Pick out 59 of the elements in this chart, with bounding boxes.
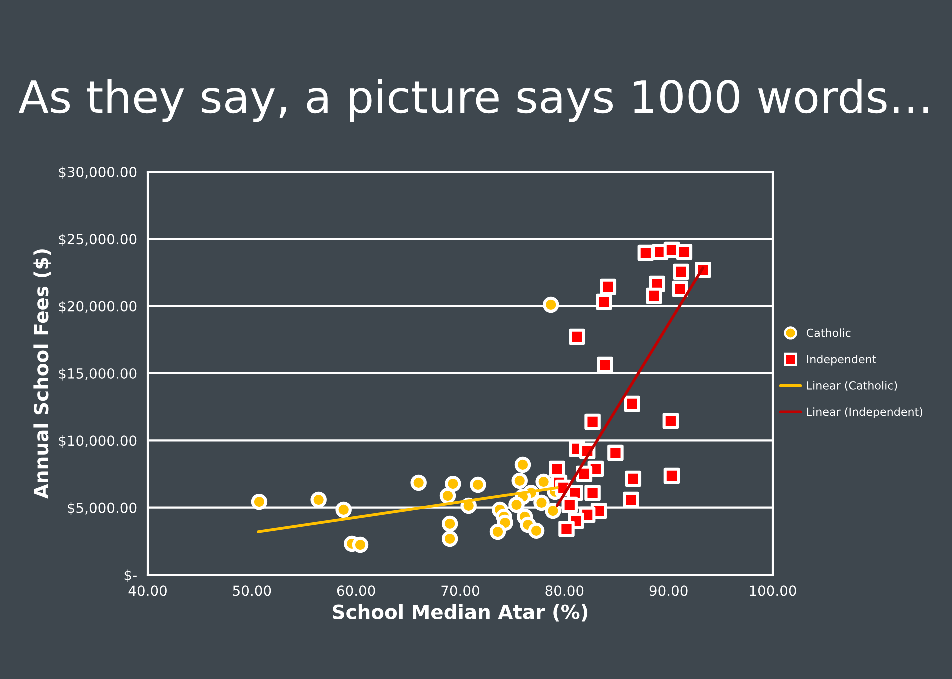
point <box>623 492 640 508</box>
point <box>569 328 586 346</box>
point <box>672 280 688 298</box>
x-tick-label: 40.00 <box>128 586 167 596</box>
point <box>352 536 369 554</box>
point <box>534 494 550 512</box>
point <box>638 244 654 262</box>
y-tick-label: $15,000.00 <box>59 368 137 381</box>
x-tick-label: 100.00 <box>750 586 796 596</box>
legend-label: Independent <box>807 354 876 366</box>
point <box>490 524 506 540</box>
point <box>584 414 601 430</box>
point <box>600 278 617 296</box>
y-tick-label: $20,000.00 <box>59 301 137 314</box>
point <box>445 476 462 492</box>
point <box>624 396 640 412</box>
y-tick-label: $10,000.00 <box>59 435 137 448</box>
legend-label: Linear (Independent) <box>807 408 923 418</box>
point <box>584 484 601 502</box>
x-tick-label: 60.00 <box>337 586 376 596</box>
point <box>251 494 268 510</box>
point <box>673 264 690 280</box>
point <box>625 470 642 488</box>
point <box>528 522 545 540</box>
point <box>646 288 662 304</box>
point <box>545 502 562 520</box>
y-tick-label: $30,000.00 <box>59 166 137 180</box>
point <box>597 356 614 374</box>
point <box>536 474 552 490</box>
point <box>442 516 458 532</box>
point <box>310 492 327 508</box>
point <box>508 496 525 514</box>
point <box>470 476 486 494</box>
x-tick-label: 50.00 <box>233 586 272 596</box>
point <box>410 474 427 492</box>
y-tick-label: $- <box>124 570 137 582</box>
point <box>549 460 566 478</box>
x-axis-title: School Median Atar (%) <box>333 604 588 622</box>
y-tick-label: $5,000.00 <box>68 502 137 516</box>
legend-label: Linear (Catholic) <box>807 381 898 392</box>
point <box>608 444 624 462</box>
point <box>336 502 352 518</box>
x-tick-label: 70.00 <box>442 586 480 596</box>
point <box>558 520 575 538</box>
y-tick-label: $25,000.00 <box>59 234 137 246</box>
point <box>442 530 458 548</box>
legend-label: Catholic <box>806 328 851 338</box>
y-axis-title: Annual School Fees ($) <box>34 250 52 499</box>
point <box>662 412 680 430</box>
point <box>596 294 612 310</box>
x-tick-label: 80.00 <box>546 586 584 596</box>
point <box>664 468 680 484</box>
x-tick-label: 90.00 <box>650 586 688 596</box>
point <box>514 456 532 474</box>
point <box>676 244 693 260</box>
point <box>562 496 578 514</box>
chart-title: As they say, a picture says 1000 words… <box>18 79 928 122</box>
point <box>512 472 528 490</box>
point <box>543 296 560 314</box>
